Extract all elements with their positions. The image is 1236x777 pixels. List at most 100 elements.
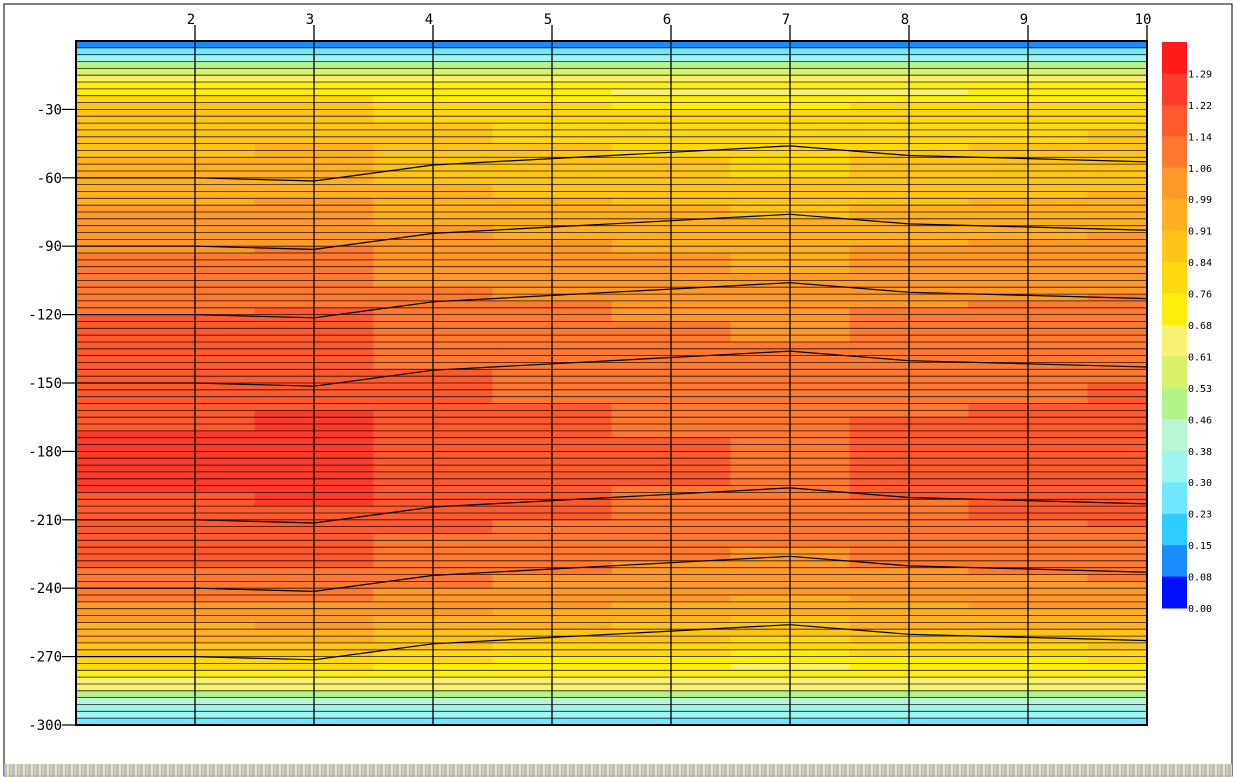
heatmap-cell — [76, 478, 137, 487]
heatmap-cell — [76, 513, 137, 521]
heatmap-cell — [76, 615, 137, 623]
heatmap-cell — [76, 369, 137, 377]
colorbar-label: 0.46 — [1188, 415, 1212, 426]
y-tick-label: -150 — [28, 376, 62, 392]
x-tick-label: 10 — [1135, 12, 1152, 28]
heatmap-cell — [1087, 205, 1148, 213]
heatmap-cell — [1087, 608, 1148, 617]
heatmap-cell — [76, 328, 137, 336]
colorbar-label: 0.00 — [1188, 604, 1212, 615]
heatmap-cell — [1087, 355, 1148, 363]
heatmap-cell — [1087, 465, 1148, 473]
heatmap-cell — [76, 697, 137, 705]
colorbar-label: 0.99 — [1188, 195, 1212, 206]
heatmap-cell — [1087, 88, 1148, 97]
colorbar-label: 0.61 — [1188, 352, 1212, 363]
colorbar-swatch — [1162, 325, 1187, 357]
heatmap-cell — [1087, 485, 1148, 493]
x-tick-label: 2 — [187, 12, 195, 28]
heatmap-cell — [1087, 547, 1148, 555]
heatmap-cell — [76, 471, 137, 480]
heatmap-cell — [76, 567, 137, 576]
heatmap-cell — [76, 246, 137, 254]
heatmap-cell — [76, 95, 137, 104]
x-tick-label: 7 — [782, 12, 790, 28]
heatmap-cell — [76, 492, 137, 500]
colorbar-swatch — [1162, 482, 1187, 515]
heatmap-cell — [1087, 116, 1148, 124]
heatmap-cell — [1087, 601, 1148, 610]
x-tick-label: 8 — [901, 12, 909, 28]
heatmap-cell — [1087, 677, 1148, 685]
y-axis-ticks: -30 -60 -90 -120 -150 -180 -210 -240 -270 -300 — [28, 102, 76, 734]
heatmap-cell — [1087, 369, 1148, 377]
colorbar-label: 0.23 — [1188, 510, 1212, 521]
heatmap-cell — [76, 273, 137, 281]
heatmap-cell — [1087, 410, 1148, 418]
heatmap-cell — [1087, 389, 1148, 398]
heatmap-cell — [76, 75, 137, 83]
heatmap-cell — [76, 184, 137, 192]
heatmap-cell — [1087, 540, 1148, 548]
heatmap-cell — [1087, 560, 1148, 569]
heatmap-cell — [76, 88, 137, 97]
heatmap-cell — [1087, 109, 1148, 117]
heatmap-cell — [76, 444, 137, 452]
colorbar-label: 0.08 — [1188, 573, 1212, 584]
x-tick-label: 6 — [663, 12, 671, 28]
heatmap-cell — [1087, 396, 1148, 405]
heatmap-cell — [76, 102, 137, 110]
heatmap-cell — [1087, 342, 1148, 350]
colorbar-swatch — [1162, 419, 1187, 452]
heatmap-cell — [76, 383, 137, 391]
heatmap-cell — [76, 259, 137, 268]
contour-line — [76, 145, 1148, 182]
colorbar — [1162, 42, 1187, 609]
heatmap-cell — [1087, 478, 1148, 487]
heatmap-cell — [1087, 95, 1148, 104]
y-tick-label: -240 — [28, 581, 62, 597]
heatmap-cell — [1087, 697, 1148, 705]
heatmap-cell — [1087, 129, 1148, 138]
heatmap-cell — [76, 54, 137, 63]
colorbar-label: 1.29 — [1188, 69, 1212, 80]
horizontal-grid — [76, 40, 1147, 726]
heatmap-cell — [1087, 595, 1148, 603]
noise-strip — [4, 764, 1232, 777]
heatmap-cell — [76, 68, 137, 76]
heatmap-cell — [76, 362, 137, 370]
heatmap-cell — [76, 608, 137, 617]
heatmap-cell — [76, 129, 137, 138]
contour-lines — [76, 145, 1148, 661]
heatmap-cell — [76, 465, 137, 473]
heatmap-cell — [1087, 328, 1148, 336]
heatmap-cell — [1087, 212, 1148, 220]
heatmap-cell — [76, 355, 137, 363]
heatmap-cell — [1087, 280, 1148, 288]
heatmap-cell — [76, 218, 137, 227]
heatmap-cell — [76, 410, 137, 418]
heatmap-cell — [76, 396, 137, 405]
heatmap-cell — [76, 581, 137, 589]
heatmap-cell — [76, 437, 137, 446]
heatmap-cell — [1087, 150, 1148, 158]
heatmap-cell — [76, 519, 137, 528]
heatmap-cell — [1087, 690, 1148, 699]
heatmap-cell — [76, 177, 137, 186]
heatmap-cell — [76, 711, 137, 719]
heatmap-cell — [1087, 581, 1148, 589]
heatmap-cell — [76, 642, 137, 651]
heatmap-cell — [1087, 218, 1148, 227]
heatmap-cell — [76, 123, 137, 131]
colorbar-swatch — [1162, 513, 1187, 546]
heatmap-cell — [1087, 656, 1148, 664]
heatmap-cell — [76, 547, 137, 555]
heatmap-cell — [76, 663, 137, 671]
heatmap-cell — [1087, 54, 1148, 63]
heatmap-cell — [76, 321, 137, 329]
heatmap-cell — [1087, 554, 1148, 562]
colorbar-label: 0.91 — [1188, 227, 1212, 238]
colorbar-label: 1.22 — [1188, 101, 1212, 112]
heatmap-cell — [1087, 171, 1148, 179]
colorbar-swatch — [1162, 199, 1187, 232]
